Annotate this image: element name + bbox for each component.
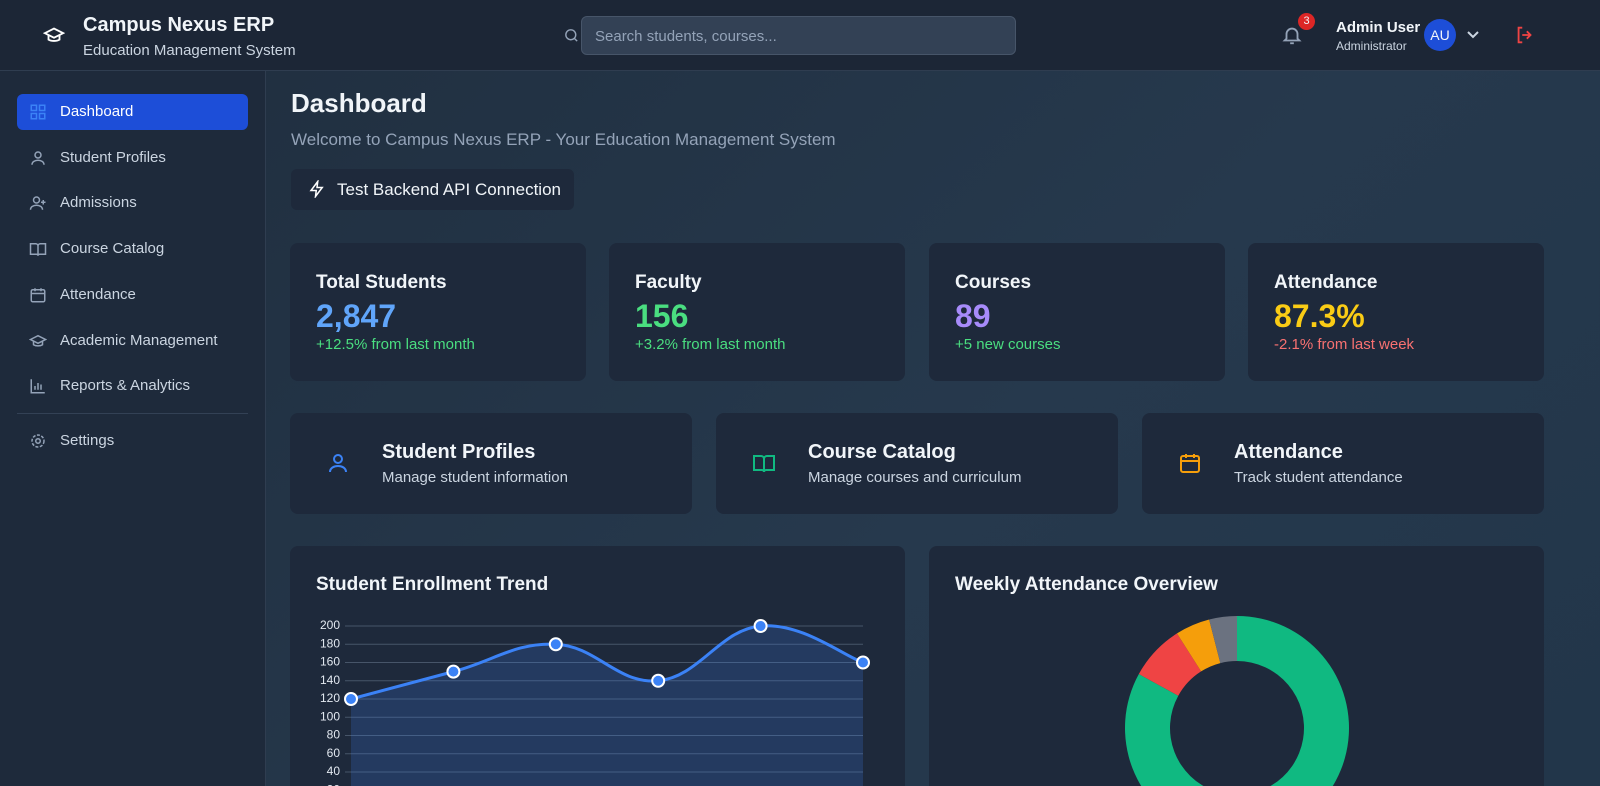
avatar[interactable]: AU	[1424, 19, 1456, 51]
quick-link-title: Student Profiles	[382, 441, 536, 463]
header: Campus Nexus ERP Education Management Sy…	[0, 0, 1600, 71]
stat-value: 87.3%	[1274, 298, 1365, 334]
nav-label: Settings	[60, 432, 115, 449]
stat-card: Courses 89 +5 new courses	[929, 243, 1225, 381]
stat-card: Faculty 156 +3.2% from last month	[609, 243, 905, 381]
stat-label: Attendance	[1274, 272, 1378, 293]
user-role: Administrator	[1336, 39, 1407, 53]
quick-link-description: Manage student information	[382, 469, 568, 486]
stat-label: Faculty	[635, 272, 702, 293]
quick-link-description: Track student attendance	[1234, 469, 1403, 486]
chart-title: Weekly Attendance Overview	[955, 574, 1218, 595]
bolt-icon	[309, 180, 324, 198]
stat-value: 89	[955, 298, 991, 334]
stat-label: Courses	[955, 272, 1032, 293]
icon	[31, 150, 45, 165]
nav-icon	[31, 434, 45, 448]
page-title: Dashboard	[291, 88, 427, 118]
api-button-label: Test Backend API Connection	[337, 180, 561, 199]
nav-item[interactable]: Admissions	[17, 185, 248, 221]
icon	[29, 196, 46, 211]
logo-icon	[43, 27, 65, 42]
divider	[17, 413, 248, 414]
stat-card: Attendance 87.3% -2.1% from last week	[1248, 243, 1544, 381]
nav-item[interactable]: Attendance	[17, 277, 248, 313]
quick-link-card[interactable]: Attendance Track student attendance	[1142, 413, 1544, 514]
nav-label: Admissions	[60, 194, 137, 212]
icon	[753, 455, 775, 473]
bell-icon[interactable]	[1281, 24, 1303, 46]
nav-label: Attendance	[60, 285, 136, 303]
icon	[29, 334, 47, 347]
stat-card: Total Students 2,847 +12.5% from last mont…	[290, 243, 586, 381]
icon	[30, 288, 46, 303]
chart-card: Student Enrollment Trend	[290, 546, 905, 786]
stat-label: Total Students	[316, 272, 447, 293]
notification-badge: 3	[1298, 13, 1315, 30]
quick-link-card[interactable]: Course Catalog Manage courses and curricu…	[716, 413, 1118, 514]
nav-label: Student Profiles	[60, 148, 166, 166]
quick-link-card[interactable]: Student Profiles Manage student informati…	[290, 413, 692, 514]
stat-change: +5 new courses	[955, 336, 1061, 353]
icon	[29, 243, 47, 256]
api-button[interactable]: Test Backend API Connection	[291, 169, 574, 210]
logout-icon[interactable]	[1514, 24, 1536, 46]
chart-title: Student Enrollment Trend	[316, 574, 549, 595]
stat-change: +3.2% from last month	[635, 336, 786, 353]
icon	[1180, 454, 1200, 473]
welcome-text: Welcome to Campus Nexus ERP - Your Educa…	[291, 130, 836, 149]
nav-item[interactable]: Academic Management	[17, 323, 248, 359]
search-placeholder: Search students, courses...	[595, 28, 777, 45]
nav-item[interactable]: Reports & Analytics	[17, 368, 248, 404]
chart-card: Weekly Attendance Overview	[929, 546, 1544, 786]
chevron[interactable]	[1466, 29, 1480, 41]
stat-change: -2.1% from last week	[1274, 336, 1415, 353]
nav-item[interactable]: Course Catalog	[17, 231, 248, 267]
quick-link-title: Course Catalog	[808, 441, 956, 463]
nav-item[interactable]: Student Profiles	[17, 140, 248, 176]
nav-item[interactable]: Settings	[17, 423, 248, 459]
search-icon	[565, 29, 578, 42]
user-name: Admin User	[1336, 19, 1421, 36]
icon	[30, 104, 46, 120]
quick-link-title: Attendance	[1234, 441, 1343, 463]
nav-label: Course Catalog	[60, 240, 165, 258]
stat-change: +12.5% from last month	[316, 336, 475, 353]
quick-link-description: Manage courses and curriculum	[808, 469, 1022, 486]
nav-label: Academic Management	[60, 331, 218, 349]
stat-value: 156	[635, 298, 689, 334]
icon	[329, 454, 347, 473]
app-title: Campus Nexus ERP	[83, 14, 275, 36]
app-subtitle: Education Management System	[83, 42, 296, 59]
nav-item[interactable]: Dashboard	[17, 94, 248, 130]
icon	[30, 379, 45, 394]
nav-label: Reports & Analytics	[60, 377, 191, 395]
nav-label: Dashboard	[60, 103, 134, 120]
search-box[interactable]: Search students, courses...	[581, 16, 1016, 55]
stat-value: 2,847	[316, 298, 397, 334]
sidebar: Dashboard Student Profiles Admissions Cours…	[0, 71, 266, 786]
